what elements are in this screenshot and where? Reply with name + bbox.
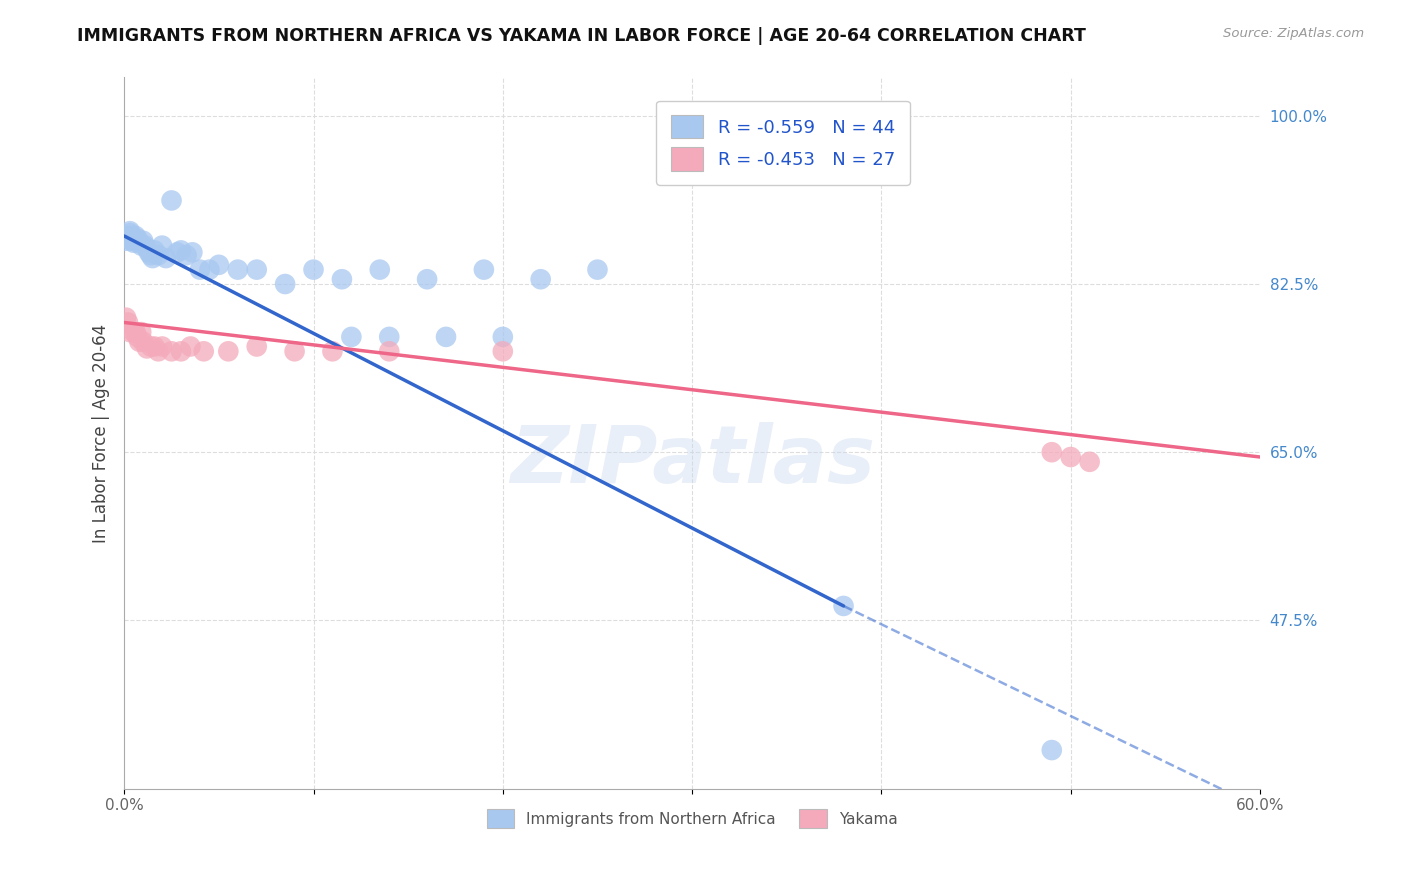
Point xyxy=(143,244,166,258)
Point xyxy=(246,262,269,277)
Point xyxy=(181,245,204,260)
Point xyxy=(143,339,166,353)
Point xyxy=(148,248,170,262)
Point xyxy=(1040,743,1063,757)
Point xyxy=(142,251,165,265)
Point xyxy=(160,344,183,359)
Point xyxy=(129,238,152,252)
Point xyxy=(117,316,139,330)
Point xyxy=(492,344,515,359)
Y-axis label: In Labor Force | Age 20-64: In Labor Force | Age 20-64 xyxy=(93,324,110,542)
Point xyxy=(115,310,138,325)
Point xyxy=(284,344,307,359)
Point xyxy=(330,272,353,286)
Point xyxy=(115,234,138,248)
Text: IMMIGRANTS FROM NORTHERN AFRICA VS YAKAMA IN LABOR FORCE | AGE 20-64 CORRELATION: IMMIGRANTS FROM NORTHERN AFRICA VS YAKAM… xyxy=(77,27,1087,45)
Point xyxy=(176,248,198,262)
Point xyxy=(150,238,173,252)
Point xyxy=(530,272,553,286)
Point xyxy=(226,262,249,277)
Point xyxy=(378,344,401,359)
Point xyxy=(122,325,145,339)
Point xyxy=(321,344,343,359)
Point xyxy=(208,258,231,272)
Point xyxy=(148,344,170,359)
Point xyxy=(118,325,141,339)
Point xyxy=(129,325,152,339)
Point xyxy=(117,229,139,244)
Point xyxy=(118,224,141,238)
Point xyxy=(1078,455,1101,469)
Point xyxy=(118,226,141,240)
Point xyxy=(121,234,143,248)
Point xyxy=(188,262,211,277)
Point xyxy=(170,344,193,359)
Text: ZIPatlas: ZIPatlas xyxy=(509,423,875,500)
Point xyxy=(122,235,145,250)
Point xyxy=(160,194,183,208)
Point xyxy=(416,272,439,286)
Point xyxy=(340,330,363,344)
Point xyxy=(170,244,193,258)
Point xyxy=(138,245,160,260)
Point xyxy=(274,277,297,291)
Point xyxy=(378,330,401,344)
Point xyxy=(136,242,159,256)
Point xyxy=(132,334,155,349)
Point xyxy=(368,262,391,277)
Point xyxy=(492,330,515,344)
Point xyxy=(139,339,162,353)
Legend: Immigrants from Northern Africa, Yakama: Immigrants from Northern Africa, Yakama xyxy=(481,804,904,834)
Point xyxy=(136,342,159,356)
Point xyxy=(217,344,239,359)
Point xyxy=(434,330,457,344)
Point xyxy=(134,238,156,252)
Point xyxy=(124,229,146,244)
Point xyxy=(155,251,177,265)
Text: Source: ZipAtlas.com: Source: ZipAtlas.com xyxy=(1223,27,1364,40)
Point xyxy=(246,339,269,353)
Point xyxy=(132,234,155,248)
Point xyxy=(124,325,146,339)
Point xyxy=(179,339,201,353)
Point xyxy=(302,262,325,277)
Point xyxy=(832,599,855,613)
Point xyxy=(198,262,221,277)
Point xyxy=(127,232,149,246)
Point xyxy=(193,344,215,359)
Point xyxy=(1040,445,1063,459)
Point xyxy=(150,339,173,353)
Point xyxy=(127,330,149,344)
Point xyxy=(586,262,609,277)
Point xyxy=(1060,450,1083,464)
Point xyxy=(128,235,150,250)
Point xyxy=(128,334,150,349)
Point xyxy=(139,248,162,262)
Point xyxy=(166,245,188,260)
Point xyxy=(472,262,495,277)
